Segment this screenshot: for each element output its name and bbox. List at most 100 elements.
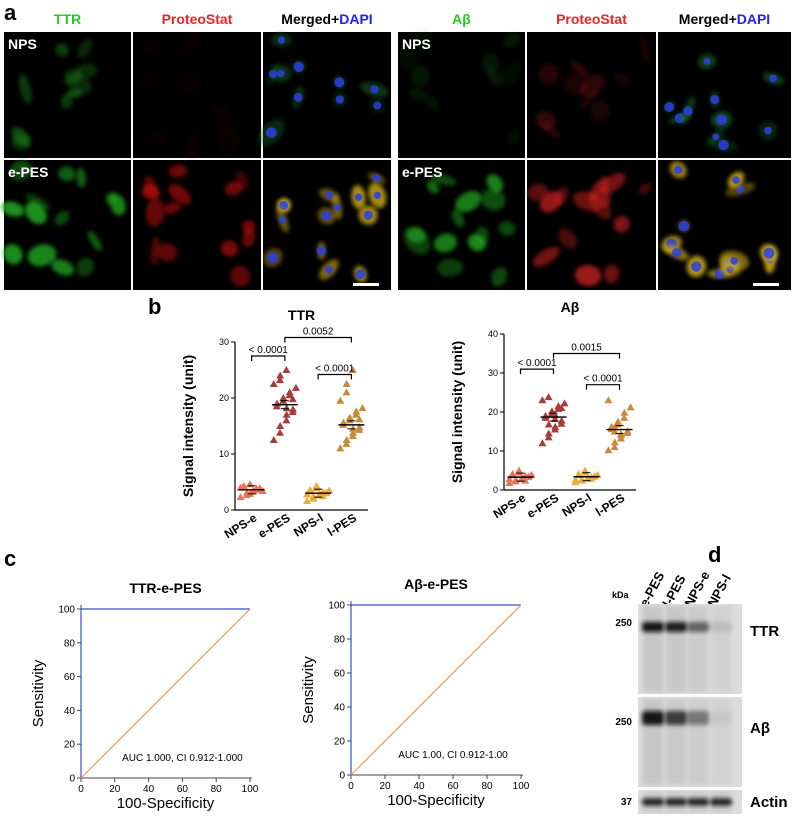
blot-label: TTR (750, 623, 779, 640)
cell-signal (76, 167, 87, 188)
cell-signal (60, 94, 73, 109)
cell-signal (410, 64, 430, 87)
y-tick-label: 30 (219, 337, 229, 347)
data-point (279, 394, 288, 401)
dapi-nucleus (718, 139, 729, 151)
data-point (610, 427, 619, 435)
dapi-nucleus (279, 200, 289, 210)
data-point (505, 475, 514, 483)
data-point (538, 396, 547, 404)
p-value-label: < 0.0001 (315, 363, 355, 374)
cell-signal (51, 259, 74, 276)
marker-label: 37 (621, 797, 633, 808)
auc-annotation: AUC 1.000, CI 0.912-1.000 (122, 753, 243, 764)
p-value-label: < 0.0001 (517, 358, 557, 369)
data-point (236, 483, 245, 491)
cell-signal (638, 182, 652, 194)
dapi-nucleus (355, 269, 366, 279)
y-tick-label: 100 (328, 601, 345, 612)
protein-band (687, 622, 709, 632)
dapi-nucleus (764, 126, 773, 135)
data-point (269, 436, 278, 443)
dapi-nucleus (712, 133, 720, 141)
cell-signal (66, 74, 92, 94)
cell-signal (613, 215, 630, 233)
comparison-bracket (519, 368, 555, 375)
data-point (544, 429, 553, 437)
row-label: e-PES (8, 164, 48, 180)
y-tick-label: 20 (488, 407, 498, 417)
x-tick-label: 20 (379, 781, 391, 792)
data-point (623, 427, 632, 435)
data-point (306, 485, 315, 493)
cell-signal (422, 92, 441, 112)
protein-band (665, 711, 687, 725)
comparison-bracket (552, 352, 621, 359)
data-point (358, 404, 367, 412)
data-point (336, 396, 345, 404)
x-tick-label: 0 (78, 784, 84, 795)
data-point (288, 405, 297, 413)
dapi-nucleus (373, 101, 382, 110)
cell-signal (455, 191, 482, 213)
data-point (604, 396, 613, 404)
dapi-nucleus (321, 210, 332, 221)
protein-band (710, 622, 732, 632)
cell-signal (580, 74, 606, 97)
dapi-nucleus (373, 191, 381, 200)
dapi-label: DAPI (737, 11, 770, 27)
cell-signal (212, 103, 230, 117)
dapi-nucleus (703, 58, 711, 66)
y-tick-label: 40 (488, 329, 498, 339)
cell-signal (409, 28, 432, 55)
cell-signal (570, 61, 590, 79)
cell-signal (180, 33, 201, 63)
cell-signal (535, 111, 557, 130)
reference-line (80, 608, 251, 779)
dapi-nucleus (334, 77, 345, 88)
data-point (548, 407, 556, 415)
cell-signal (235, 170, 249, 190)
data-point (275, 428, 284, 436)
cell-signal (480, 189, 506, 211)
dapi-nucleus (277, 69, 285, 78)
dapi-nucleus (354, 193, 363, 201)
data-point (325, 486, 334, 494)
column-header: ProteoStat (556, 11, 627, 27)
x-tick-label: 60 (447, 781, 459, 792)
cell-signal (399, 49, 417, 72)
cell-signal (558, 228, 578, 249)
dapi-nucleus (279, 216, 287, 224)
data-point (342, 388, 351, 396)
cell-signal (179, 70, 201, 93)
y-tick-label: 10 (219, 449, 229, 459)
data-point (282, 404, 291, 412)
data-point (571, 475, 580, 483)
category-label: l-PES (325, 511, 359, 539)
data-point (345, 413, 354, 421)
data-point (282, 410, 291, 418)
y-tick-label: 100 (58, 605, 75, 616)
cell-signal (498, 221, 516, 236)
marker-label: 250 (615, 618, 632, 629)
data-point (515, 466, 523, 474)
column-header: TTR (54, 11, 81, 27)
data-point (620, 413, 629, 421)
x-tick-label: 40 (143, 784, 155, 795)
category-label: e-PES (524, 491, 561, 521)
y-tick-label: 20 (334, 737, 346, 748)
cell-signal (603, 264, 620, 284)
cell-signal (27, 244, 57, 267)
data-point (544, 393, 553, 401)
category-label: NPS-e (222, 510, 260, 541)
panel-label-a: a (4, 0, 17, 25)
y-tick-label: 0 (224, 505, 229, 515)
x-tick-label: 100 (242, 784, 259, 795)
y-axis-label: Sensitivity (300, 656, 317, 724)
dapi-nucleus (372, 174, 381, 183)
y-tick-label: 0 (69, 774, 75, 785)
y-tick-label: 20 (64, 740, 76, 751)
row-label: e-PES (402, 164, 442, 180)
y-tick-label: 20 (219, 393, 229, 403)
